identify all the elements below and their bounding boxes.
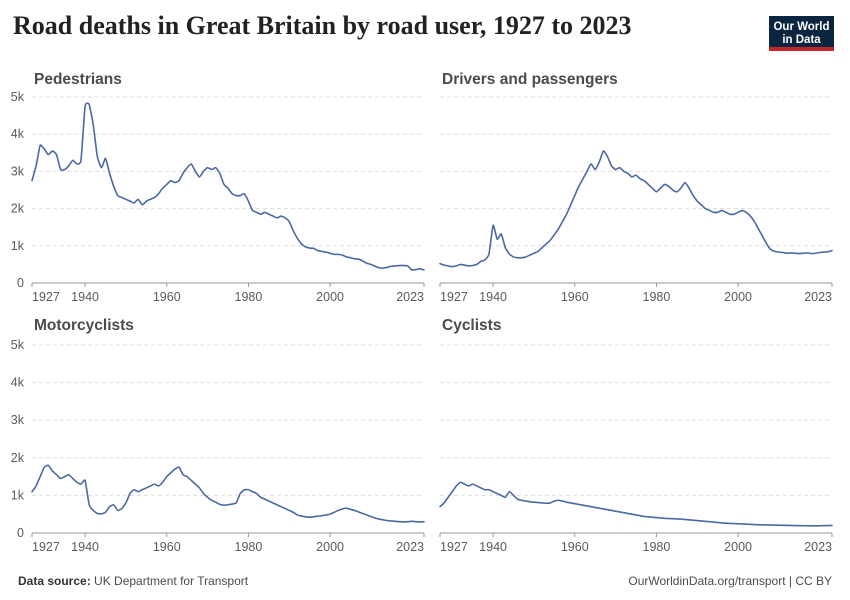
svg-text:2k: 2k <box>11 451 25 465</box>
svg-text:1927: 1927 <box>440 290 468 304</box>
svg-text:1k: 1k <box>11 239 25 253</box>
svg-text:Cyclists: Cyclists <box>442 317 501 334</box>
svg-text:1940: 1940 <box>71 540 99 554</box>
svg-text:2023: 2023 <box>804 540 832 554</box>
svg-text:2023: 2023 <box>396 540 424 554</box>
svg-text:1980: 1980 <box>643 540 671 554</box>
svg-text:1960: 1960 <box>561 540 589 554</box>
svg-text:1980: 1980 <box>235 290 263 304</box>
svg-text:1927: 1927 <box>32 540 60 554</box>
svg-text:5k: 5k <box>11 90 25 104</box>
svg-text:2000: 2000 <box>316 290 344 304</box>
svg-text:1927: 1927 <box>32 290 60 304</box>
svg-text:1980: 1980 <box>643 290 671 304</box>
svg-text:1927: 1927 <box>440 540 468 554</box>
svg-text:3k: 3k <box>11 164 25 178</box>
svg-text:3k: 3k <box>11 413 25 427</box>
svg-text:1940: 1940 <box>479 290 507 304</box>
svg-text:2023: 2023 <box>396 290 424 304</box>
svg-text:2000: 2000 <box>724 290 752 304</box>
svg-text:2023: 2023 <box>804 290 832 304</box>
svg-text:2000: 2000 <box>724 540 752 554</box>
svg-text:1940: 1940 <box>71 290 99 304</box>
svg-text:1k: 1k <box>11 488 25 502</box>
svg-text:0: 0 <box>17 526 24 540</box>
svg-text:1960: 1960 <box>153 540 181 554</box>
svg-text:Drivers and passengers: Drivers and passengers <box>442 71 618 88</box>
svg-text:4k: 4k <box>11 127 25 141</box>
svg-text:Motorcyclists: Motorcyclists <box>34 317 134 334</box>
svg-text:1980: 1980 <box>235 540 263 554</box>
svg-text:0: 0 <box>17 276 24 290</box>
svg-text:1960: 1960 <box>561 290 589 304</box>
svg-text:2000: 2000 <box>316 540 344 554</box>
svg-text:4k: 4k <box>11 376 25 390</box>
svg-text:Pedestrians: Pedestrians <box>34 71 122 88</box>
svg-text:2k: 2k <box>11 202 25 216</box>
svg-text:1960: 1960 <box>153 290 181 304</box>
svg-text:5k: 5k <box>11 338 25 352</box>
svg-text:1940: 1940 <box>479 540 507 554</box>
